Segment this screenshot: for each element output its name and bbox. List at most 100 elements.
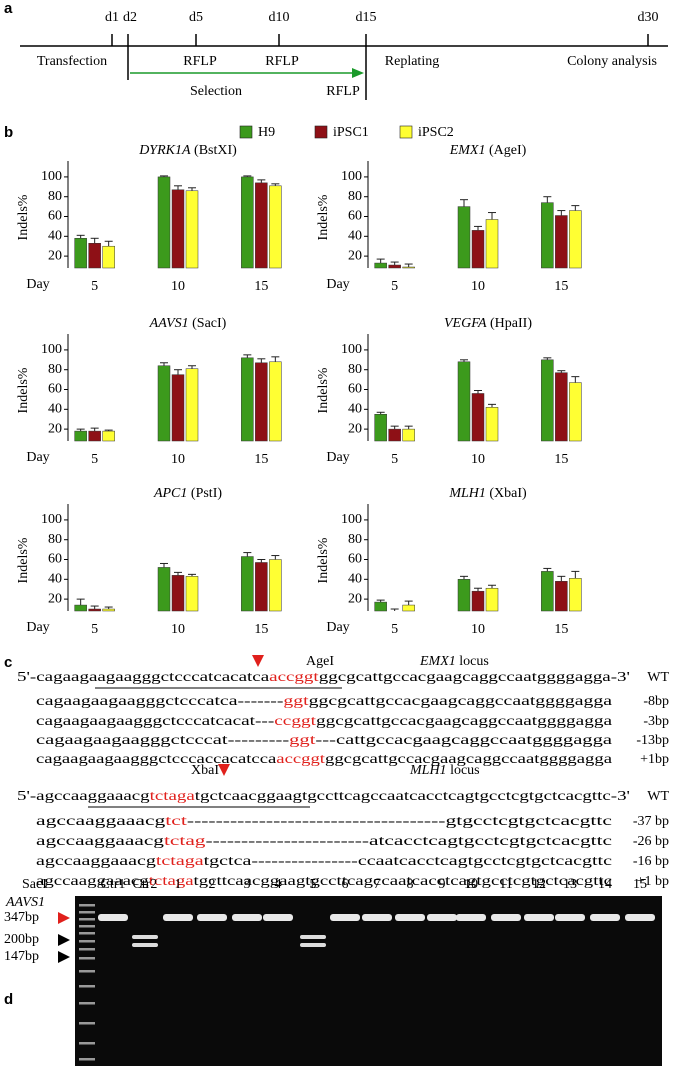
ladder-band: [79, 940, 95, 943]
y-tick-label: 20: [348, 591, 362, 606]
y-tick-label: 100: [41, 512, 62, 527]
bar: [88, 242, 101, 269]
gel-band: [300, 935, 326, 939]
bar: [457, 579, 471, 612]
sequence-part: tgcttcaacggaagtgccttcagccaatcacctcagtgcc…: [194, 873, 612, 888]
chart-title-enzyme: (SacI): [192, 316, 227, 331]
y-tick-label: 100: [41, 169, 62, 184]
chart-title: APC1 (PstI): [153, 486, 222, 501]
lane-label: 15: [633, 877, 647, 892]
bar: [269, 559, 282, 612]
bar: [171, 374, 185, 442]
chart-title-enzyme: (BstXI): [194, 143, 237, 158]
sequence-part: 5'-cagaagaagaagggctcccatcacatca: [17, 669, 269, 684]
bar: [74, 238, 87, 269]
chart-title-enzyme: (AgeI): [489, 143, 527, 158]
site-label: XbaI: [191, 763, 219, 778]
enzyme-label: SacI: [22, 877, 47, 892]
x-axis-label: Day: [326, 620, 349, 635]
y-tick-label: 60: [48, 552, 62, 567]
bar: [569, 382, 582, 442]
gel-band: [300, 943, 326, 947]
bar: [402, 604, 415, 612]
y-tick-label: 80: [348, 532, 362, 547]
y-axis-label: Indels%: [16, 367, 31, 413]
lane-label: 10: [464, 877, 478, 892]
bar: [388, 428, 401, 442]
gel-band: [395, 914, 425, 921]
sequence-part: tgctcaacggaagtgccttcagccaatcacctcagtgcct…: [195, 788, 630, 803]
x-tick-label: 10: [171, 622, 185, 637]
bar: [374, 262, 387, 269]
bar: [471, 230, 485, 269]
x-axis-label: Day: [26, 277, 49, 292]
x-tick-label: 15: [254, 622, 268, 637]
y-tick-label: 80: [48, 362, 62, 377]
ladder-band: [79, 948, 95, 951]
lane-label: 8: [407, 877, 414, 892]
lane-label: 1: [175, 877, 182, 892]
panel-label: a: [4, 0, 13, 17]
day-label: d30: [638, 10, 659, 25]
indel-label: +1 bp: [637, 874, 669, 889]
chart-title-gene: APC1: [153, 486, 187, 501]
cut-marker: [218, 764, 230, 776]
sequence-part: ggcgcattgccacgaagcaggccaatggggagga-3': [319, 669, 630, 684]
bar: [388, 264, 401, 269]
bar: [541, 202, 554, 269]
sequence-part: tctaga: [150, 788, 195, 803]
locus-label: MLH1 locus: [409, 763, 480, 778]
bar: [541, 359, 554, 442]
bar: [157, 567, 171, 612]
day-label: d2: [123, 10, 137, 25]
y-tick-label: 20: [48, 248, 62, 263]
x-tick-label: 15: [554, 622, 568, 637]
chart-title-gene: AAVS1: [149, 316, 189, 331]
indel-label: -16 bp: [633, 854, 669, 869]
sequence-part: tgctca----------------ccaatcacctcagtgcct…: [204, 853, 612, 868]
x-tick-label: 10: [171, 452, 185, 467]
locus-gene: EMX1: [419, 654, 456, 669]
x-tick-label: 5: [391, 622, 398, 637]
indel-label: WT: [647, 670, 669, 685]
bar: [485, 587, 499, 612]
gel-band: [491, 914, 521, 921]
bar: [569, 578, 582, 612]
sequence: cagaagaagaagggctcccat--------- ggt ---catt…: [36, 732, 612, 747]
x-tick-label: 5: [91, 279, 98, 294]
bar: [569, 210, 582, 269]
y-tick-label: 100: [341, 342, 362, 357]
bar: [185, 190, 199, 269]
y-tick-label: 40: [348, 229, 362, 244]
x-tick-label: 15: [554, 452, 568, 467]
step-label: Replating: [385, 54, 439, 69]
y-axis-label: Indels%: [316, 194, 331, 240]
gel-band: [362, 914, 392, 921]
ladder-band: [79, 1058, 95, 1061]
sequence: agccaaggaaacg tct ------------------------…: [36, 813, 612, 828]
chart-title-gene: EMX1: [449, 143, 486, 158]
y-axis-label: Indels%: [16, 194, 31, 240]
bar: [255, 362, 268, 442]
sequence: cagaagaagaagggctcccatca------- ggt ggcgcat…: [36, 693, 612, 708]
ladder-band: [79, 925, 95, 928]
cut-marker: [252, 655, 264, 667]
legend-label: iPSC2: [418, 125, 454, 140]
sequence-part: cagaagaagaagggctcccatcacat---: [36, 713, 275, 728]
bar: [485, 219, 499, 269]
sequence-part: ggcgcattgccacgaagcaggccaatggggagga: [309, 693, 612, 708]
sequence-part: ggcgcattgccacgaagcaggccaatggggagga: [325, 751, 612, 766]
gel-band: [590, 914, 620, 921]
indel-label: -8bp: [643, 694, 669, 709]
ladder-band: [79, 1002, 95, 1005]
size-marker: [58, 934, 70, 946]
locus-label: EMX1 locus: [419, 654, 489, 669]
bar: [88, 430, 101, 442]
gel-band: [330, 914, 360, 921]
locus-gene: MLH1: [409, 763, 447, 778]
lane-label: 13: [563, 877, 577, 892]
legend-swatch: [399, 125, 413, 139]
size-label: 200bp: [4, 932, 39, 947]
x-tick-label: 5: [91, 622, 98, 637]
lane-label: 9: [439, 877, 446, 892]
